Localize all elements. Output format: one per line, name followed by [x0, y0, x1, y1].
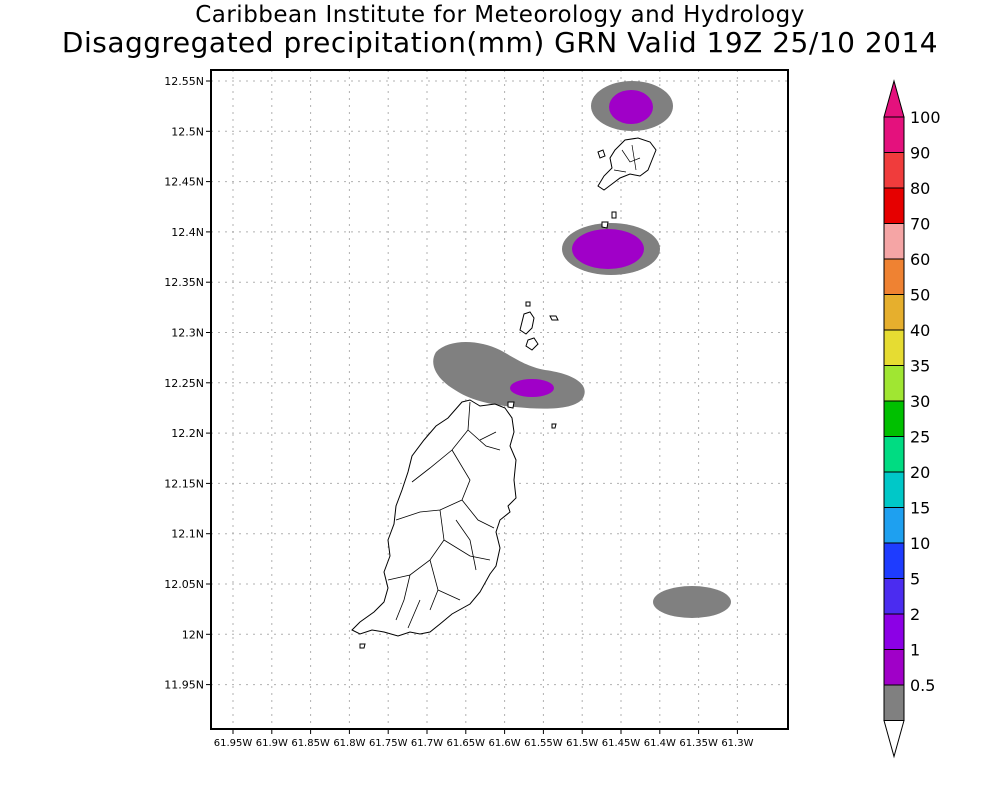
colorbar-segment [883, 258, 905, 295]
x-tick-label: 61.55W [524, 738, 563, 749]
y-tick-label: 12.45N [164, 176, 204, 189]
y-tick-label: 12.25N [164, 377, 204, 390]
x-tick-label: 61.7W [411, 738, 443, 749]
small-islet-3 [601, 221, 609, 229]
x-tick-label: 61.65W [447, 738, 486, 749]
y-tick-label: 12.3N [171, 327, 204, 340]
colorbar-label: 35 [910, 357, 930, 376]
colorbar-segment [883, 223, 905, 260]
colorbar-segment [883, 400, 905, 437]
small-islet-5 [551, 423, 557, 429]
colorbar-segment [883, 578, 905, 615]
small-islet-4 [611, 211, 617, 219]
colorbar-label: 1 [910, 641, 920, 660]
precip-area-north-grenada-inner [510, 379, 554, 397]
colorbar-label: 0.5 [910, 676, 935, 695]
colorbar-segment [883, 365, 905, 402]
colorbar-label: 80 [910, 179, 930, 198]
x-tick-label: 61.8W [333, 738, 365, 749]
colorbar-label: 15 [910, 499, 930, 518]
colorbar-label: 20 [910, 463, 930, 482]
x-tick-label: 61.9W [256, 738, 288, 749]
x-axis: 61.95W 61.9W 61.85W 61.8W 61.75W 61.7W 61.65W 6… [214, 729, 754, 749]
precip-area-carriacou-north-inner [609, 90, 653, 124]
colorbar-legend: 100 90 80 70 60 50 40 35 30 25 20 15 10 5 2 1 0.5 [883, 79, 941, 759]
grenada-island [351, 399, 517, 637]
small-islet-6 [359, 643, 366, 649]
x-tick-label: 61.4W [644, 738, 676, 749]
precip-area-carriacou-south-inner [572, 229, 644, 269]
colorbar-top-arrow [883, 79, 905, 118]
colorbar-segment [883, 471, 905, 508]
y-tick-label: 12.35N [164, 276, 204, 289]
colorbar-label: 10 [910, 534, 930, 553]
colorbar-segment [883, 649, 905, 686]
small-islet-7 [507, 401, 515, 409]
carriacou-inner-lines [613, 144, 641, 173]
y-tick-label: 12.2N [171, 427, 204, 440]
colorbar-label: 50 [910, 286, 930, 305]
petite-martinique [597, 149, 606, 159]
coastline [351, 137, 657, 649]
y-tick-label: 12.4N [171, 226, 204, 239]
carriacou-island [597, 137, 657, 191]
x-tick-label: 61.95W [214, 738, 253, 749]
colorbar-label: 40 [910, 321, 930, 340]
y-tick-label: 12.1N [171, 528, 204, 541]
colorbar-segment [883, 507, 905, 544]
colorbar-segment [883, 116, 905, 153]
isle-de-ronde [519, 311, 535, 335]
colorbar-bottom-arrow [883, 720, 905, 759]
small-islet-1 [549, 315, 559, 321]
x-tick-label: 61.5W [566, 738, 598, 749]
x-tick-label: 61.35W [679, 738, 718, 749]
colorbar-segment [883, 684, 905, 721]
x-tick-label: 61.45W [602, 738, 641, 749]
precipitation-fields [433, 81, 731, 618]
x-tick-label: 61.3W [721, 738, 753, 749]
colorbar-label: 90 [910, 144, 930, 163]
colorbar-segment [883, 542, 905, 579]
map-subtitle: Disaggregated precipitation(mm) GRN Vali… [61, 26, 939, 59]
colorbar-label: 5 [910, 570, 920, 589]
map-title: Caribbean Institute for Meteorology and … [195, 2, 805, 28]
precip-area-southeast-sea [653, 586, 731, 618]
colorbar-label: 2 [910, 605, 920, 624]
colorbar-label: 30 [910, 392, 930, 411]
colorbar-segment [883, 294, 905, 331]
colorbar-segment [883, 613, 905, 650]
x-tick-label: 61.6W [489, 738, 521, 749]
x-tick-label: 61.75W [369, 738, 408, 749]
caille-island [525, 337, 539, 351]
y-tick-label: 12.15N [164, 477, 204, 490]
y-tick-label: 12.55N [164, 75, 204, 88]
small-islet-2 [525, 301, 531, 307]
x-tick-label: 61.85W [291, 738, 330, 749]
colorbar-segment [883, 187, 905, 224]
colorbar-label: 100 [910, 108, 941, 127]
colorbar-label: 25 [910, 428, 930, 447]
grenada-parish-lines [387, 401, 501, 629]
y-tick-label: 12.5N [171, 125, 204, 138]
colorbar-label: 60 [910, 250, 930, 269]
y-axis: 12.55N 12.5N 12.45N 12.4N 12.35N 12.3N 12.25N 1… [164, 75, 211, 692]
plot-frame [210, 69, 789, 730]
y-tick-label: 12N [182, 628, 204, 641]
y-tick-label: 12.05N [164, 578, 204, 591]
colorbar-segment [883, 329, 905, 366]
colorbar-segment [883, 436, 905, 473]
colorbar-segment [883, 152, 905, 189]
y-tick-label: 11.95N [164, 679, 204, 692]
colorbar-label: 70 [910, 215, 930, 234]
